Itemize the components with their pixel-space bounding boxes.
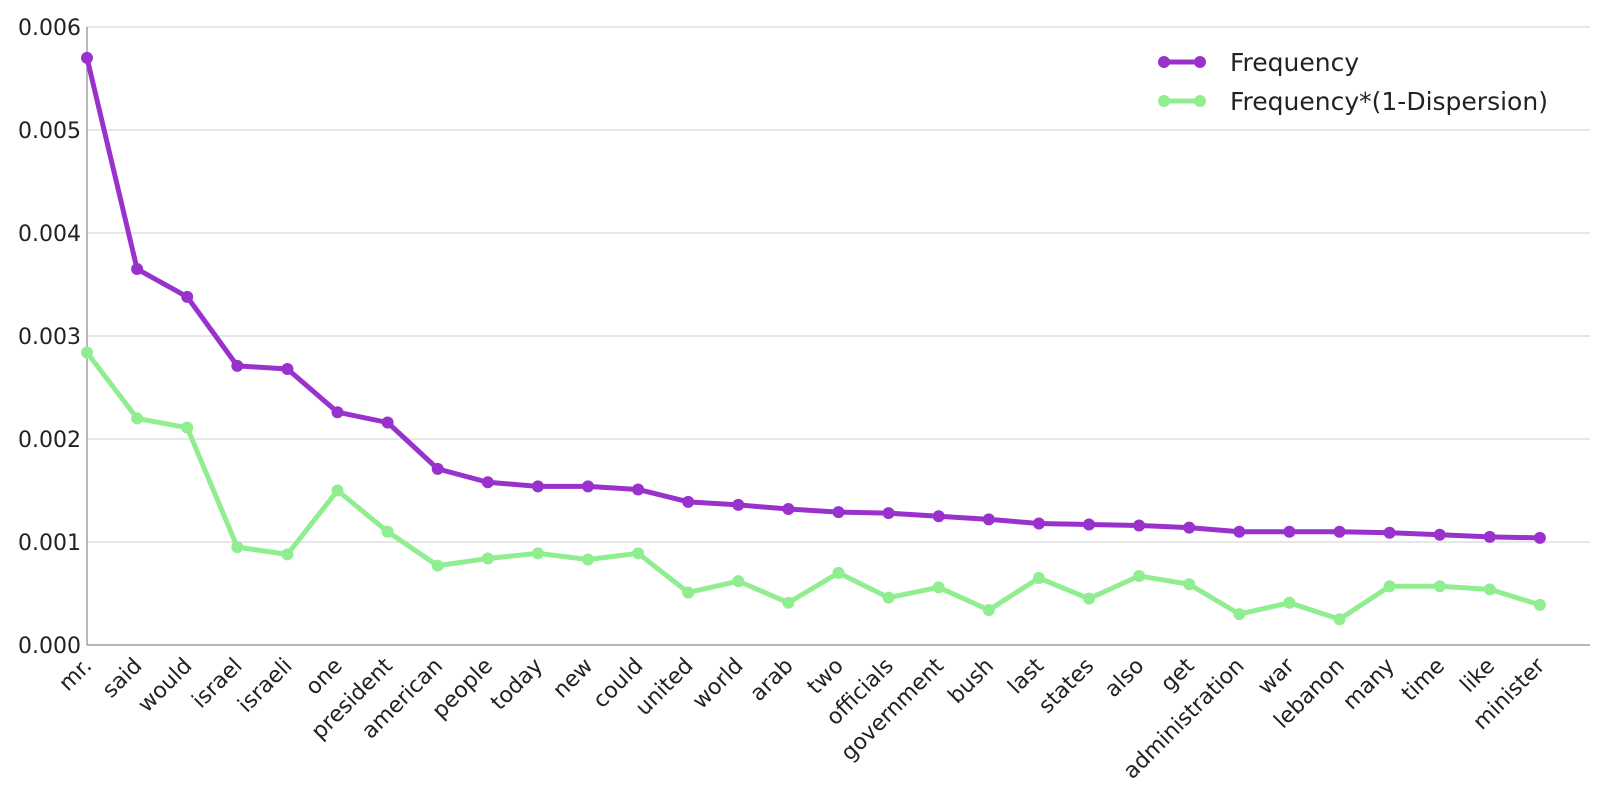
data-point — [1083, 518, 1095, 531]
y-tick-label: 0.006 — [18, 16, 81, 41]
data-point — [1433, 580, 1446, 593]
x-tick-label: would — [133, 654, 197, 718]
data-point — [732, 575, 745, 588]
legend-marker — [1194, 95, 1206, 107]
data-point — [682, 495, 695, 508]
data-point — [381, 525, 394, 538]
data-point — [782, 503, 795, 516]
data-point — [1383, 526, 1396, 539]
data-point — [732, 498, 745, 511]
x-tick-label: also — [1100, 654, 1149, 703]
data-point — [832, 506, 845, 519]
series-2 — [81, 346, 1546, 626]
legend-label: Frequency — [1230, 48, 1359, 77]
legend-marker — [1158, 95, 1170, 107]
data-point — [1133, 519, 1146, 532]
x-tick-label: states — [1034, 654, 1099, 719]
data-point — [1433, 528, 1446, 541]
data-point — [1333, 613, 1346, 626]
legend-label: Frequency*(1-Dispersion) — [1230, 87, 1548, 116]
data-point — [1333, 525, 1346, 538]
data-point — [1183, 578, 1196, 591]
data-point — [1133, 569, 1146, 582]
data-point — [181, 421, 194, 434]
data-point — [1283, 525, 1296, 538]
y-axis-ticks: 0.000 0.001 0.002 0.003 0.004 0.005 0.006 — [18, 16, 81, 659]
data-point — [81, 51, 93, 64]
data-point — [131, 412, 144, 425]
y-tick-label: 0.002 — [18, 428, 81, 453]
series-line — [84, 55, 1543, 541]
legend-marker — [1158, 56, 1170, 68]
data-point — [431, 462, 444, 475]
y-tick-label: 0.005 — [18, 119, 81, 144]
x-tick-label: get — [1156, 653, 1199, 696]
data-point — [531, 547, 544, 560]
data-point — [131, 263, 144, 276]
data-point — [832, 566, 845, 579]
data-point — [882, 591, 895, 604]
data-point — [1032, 572, 1045, 585]
data-point — [782, 596, 795, 609]
data-point — [982, 603, 995, 616]
x-tick-label: united — [631, 654, 698, 721]
data-point — [431, 559, 444, 572]
data-point — [1483, 530, 1496, 543]
legend-marker — [1194, 56, 1206, 68]
data-point — [481, 476, 494, 489]
data-point — [331, 484, 344, 497]
data-point — [1383, 580, 1396, 593]
series-group — [81, 51, 1546, 626]
data-point — [982, 513, 995, 526]
gridlines — [87, 26, 1590, 543]
data-point — [1183, 521, 1196, 534]
legend: Frequency Frequency*(1-Dispersion) — [1158, 48, 1548, 116]
data-point — [932, 510, 945, 523]
axes — [86, 27, 1590, 646]
y-tick-label: 0.001 — [18, 531, 81, 556]
legend-item: Frequency — [1158, 48, 1359, 77]
data-point — [481, 552, 494, 565]
data-point — [1083, 592, 1095, 605]
y-tick-label: 0.000 — [18, 634, 81, 659]
data-point — [381, 416, 394, 429]
x-tick-label: world — [688, 654, 749, 715]
data-point — [331, 406, 344, 419]
data-point — [231, 359, 244, 372]
data-point — [632, 547, 645, 560]
data-point — [1533, 531, 1546, 544]
x-tick-label: many — [1338, 654, 1399, 715]
data-point — [1533, 598, 1546, 611]
x-tick-label: bush — [944, 654, 999, 709]
data-point — [181, 290, 194, 303]
data-point — [1233, 608, 1246, 621]
data-point — [231, 541, 244, 554]
data-point — [281, 548, 294, 561]
data-point — [582, 553, 594, 566]
data-point — [632, 483, 645, 496]
data-point — [531, 480, 544, 493]
data-point — [582, 480, 594, 493]
data-point — [1483, 583, 1496, 596]
data-point — [1233, 525, 1246, 538]
data-point — [932, 581, 945, 594]
x-tick-label: time — [1397, 654, 1450, 707]
legend-item: Frequency*(1-Dispersion) — [1158, 87, 1548, 116]
y-tick-label: 0.003 — [18, 325, 81, 350]
y-tick-label: 0.004 — [18, 222, 81, 247]
data-point — [1283, 596, 1296, 609]
data-point — [281, 362, 294, 375]
series-1 — [81, 51, 1546, 544]
x-tick-label: israeli — [233, 654, 297, 718]
series-line — [84, 349, 1543, 622]
x-tick-label: arab — [746, 654, 799, 707]
data-point — [682, 586, 695, 599]
x-tick-label: today — [486, 654, 548, 716]
data-point — [1032, 517, 1045, 530]
data-point — [81, 346, 93, 359]
data-point — [882, 507, 895, 520]
x-tick-label: mr. — [54, 654, 97, 697]
